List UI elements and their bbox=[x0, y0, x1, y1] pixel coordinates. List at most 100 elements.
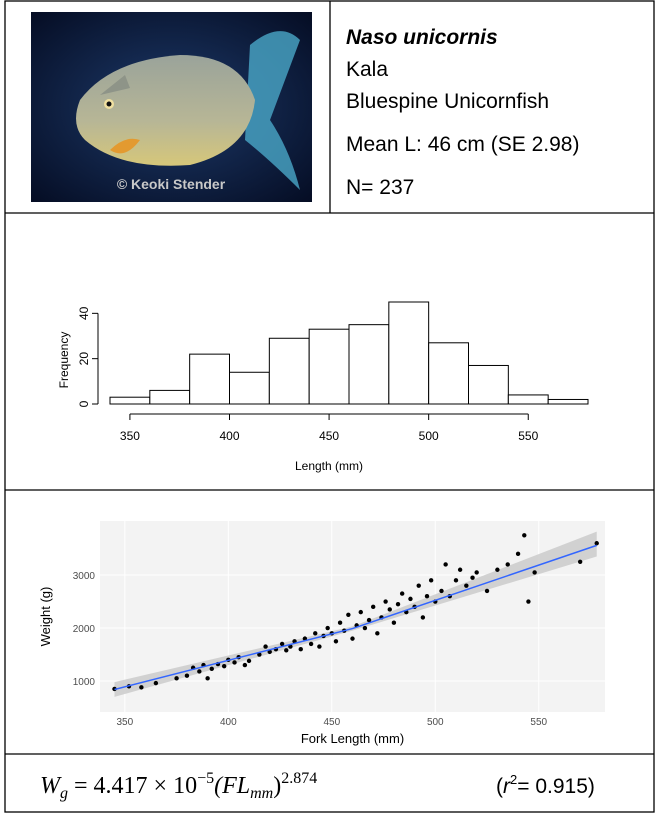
bar bbox=[109, 396, 151, 405]
point bbox=[153, 680, 159, 686]
point bbox=[453, 578, 459, 583]
scientific-name: Naso unicornis bbox=[346, 26, 498, 49]
point bbox=[184, 673, 190, 678]
bar bbox=[388, 301, 430, 405]
x-tick-label: 550 bbox=[530, 717, 547, 728]
point bbox=[246, 658, 252, 664]
bar bbox=[268, 337, 310, 405]
x-tick-label: 350 bbox=[120, 429, 140, 443]
confidence-band bbox=[114, 531, 597, 697]
bar bbox=[507, 394, 549, 405]
r-squared: (r2= 0.915) bbox=[496, 772, 595, 798]
point bbox=[308, 641, 314, 647]
point bbox=[484, 588, 490, 594]
common-name: Bluespine Unicornfish bbox=[346, 90, 549, 113]
point bbox=[346, 612, 351, 617]
fit-line bbox=[114, 544, 597, 691]
point bbox=[370, 604, 376, 610]
table-borders bbox=[4, 0, 655, 813]
histogram: 350 400 450 500 550 0 20 40 Length (mm) Frequency bbox=[57, 301, 589, 473]
point bbox=[174, 676, 179, 681]
eq-close: ) bbox=[273, 773, 281, 799]
bar bbox=[149, 389, 191, 405]
point bbox=[263, 644, 268, 649]
point bbox=[399, 591, 405, 596]
point bbox=[457, 567, 463, 572]
bar bbox=[468, 364, 509, 405]
point bbox=[395, 601, 401, 607]
point bbox=[205, 676, 210, 681]
bar bbox=[229, 371, 270, 405]
point bbox=[522, 533, 527, 538]
y-tick-label: 2000 bbox=[73, 624, 96, 635]
point bbox=[317, 644, 322, 649]
x-tick-label: 500 bbox=[427, 717, 444, 728]
bar bbox=[428, 342, 469, 405]
point bbox=[439, 588, 444, 594]
y-tick-label: 1000 bbox=[73, 677, 96, 688]
x-tick-label: 450 bbox=[319, 429, 339, 443]
point bbox=[209, 666, 214, 672]
point bbox=[391, 620, 397, 625]
point bbox=[298, 647, 303, 652]
x-axis-title: Length (mm) bbox=[295, 459, 363, 473]
local-name: Kala bbox=[346, 58, 388, 81]
point bbox=[416, 583, 421, 588]
y-axis-title: Frequency bbox=[57, 332, 71, 389]
point bbox=[464, 583, 469, 588]
bar bbox=[189, 353, 231, 405]
x-tick-label: 350 bbox=[116, 717, 133, 728]
x-tick-label: 500 bbox=[419, 429, 439, 443]
point bbox=[232, 660, 237, 665]
point bbox=[532, 570, 537, 575]
point bbox=[443, 562, 448, 567]
r-sup: 2 bbox=[510, 772, 517, 787]
point bbox=[577, 559, 583, 564]
y-axis-title: Weight (g) bbox=[38, 587, 53, 647]
point bbox=[408, 596, 413, 602]
point bbox=[420, 615, 426, 620]
point bbox=[474, 570, 479, 575]
point bbox=[242, 662, 248, 668]
y-tick-label: 40 bbox=[77, 306, 91, 320]
species-info: Naso unicornis Kala Bluespine Unicornfis… bbox=[346, 26, 579, 199]
point bbox=[505, 562, 510, 567]
point bbox=[358, 609, 363, 615]
point bbox=[424, 594, 430, 599]
point bbox=[197, 669, 202, 674]
x-axis-title: Fork Length (mm) bbox=[301, 731, 404, 746]
point bbox=[428, 578, 434, 583]
scatter-plot: 1000 2000 3000 350 400 450 500 550 Fork Length (… bbox=[38, 521, 605, 746]
sample-size: N= 237 bbox=[346, 176, 414, 199]
point bbox=[221, 663, 227, 669]
y-tick-label: 0 bbox=[77, 400, 91, 407]
eq-coef: = 4.417 × 10 bbox=[74, 773, 197, 799]
point bbox=[515, 551, 521, 557]
x-tick-label: 400 bbox=[220, 717, 237, 728]
fish-photo: © Keoki Stender bbox=[31, 12, 312, 202]
x-tick-label: 550 bbox=[518, 429, 538, 443]
point bbox=[337, 620, 343, 625]
point bbox=[313, 631, 318, 636]
point bbox=[375, 631, 380, 636]
plot-panel bbox=[100, 521, 605, 712]
x-tick-label: 400 bbox=[219, 429, 239, 443]
point bbox=[387, 607, 392, 612]
point bbox=[284, 648, 289, 653]
point bbox=[594, 541, 599, 546]
eq-coef-exp: −5 bbox=[197, 770, 214, 787]
point bbox=[366, 617, 372, 623]
point bbox=[362, 625, 368, 631]
r-open: ( bbox=[496, 775, 503, 798]
y-tick-label: 3000 bbox=[73, 571, 96, 582]
bar bbox=[308, 328, 350, 405]
eq-fl-sub: mm bbox=[250, 785, 273, 802]
photo-credit: © Keoki Stender bbox=[117, 176, 226, 192]
eq-w: W bbox=[40, 773, 62, 799]
r: r bbox=[503, 775, 511, 798]
bar bbox=[547, 398, 589, 405]
eq-w-sub: g bbox=[60, 785, 68, 802]
point bbox=[526, 599, 531, 604]
x-tick-label: 450 bbox=[323, 717, 340, 728]
